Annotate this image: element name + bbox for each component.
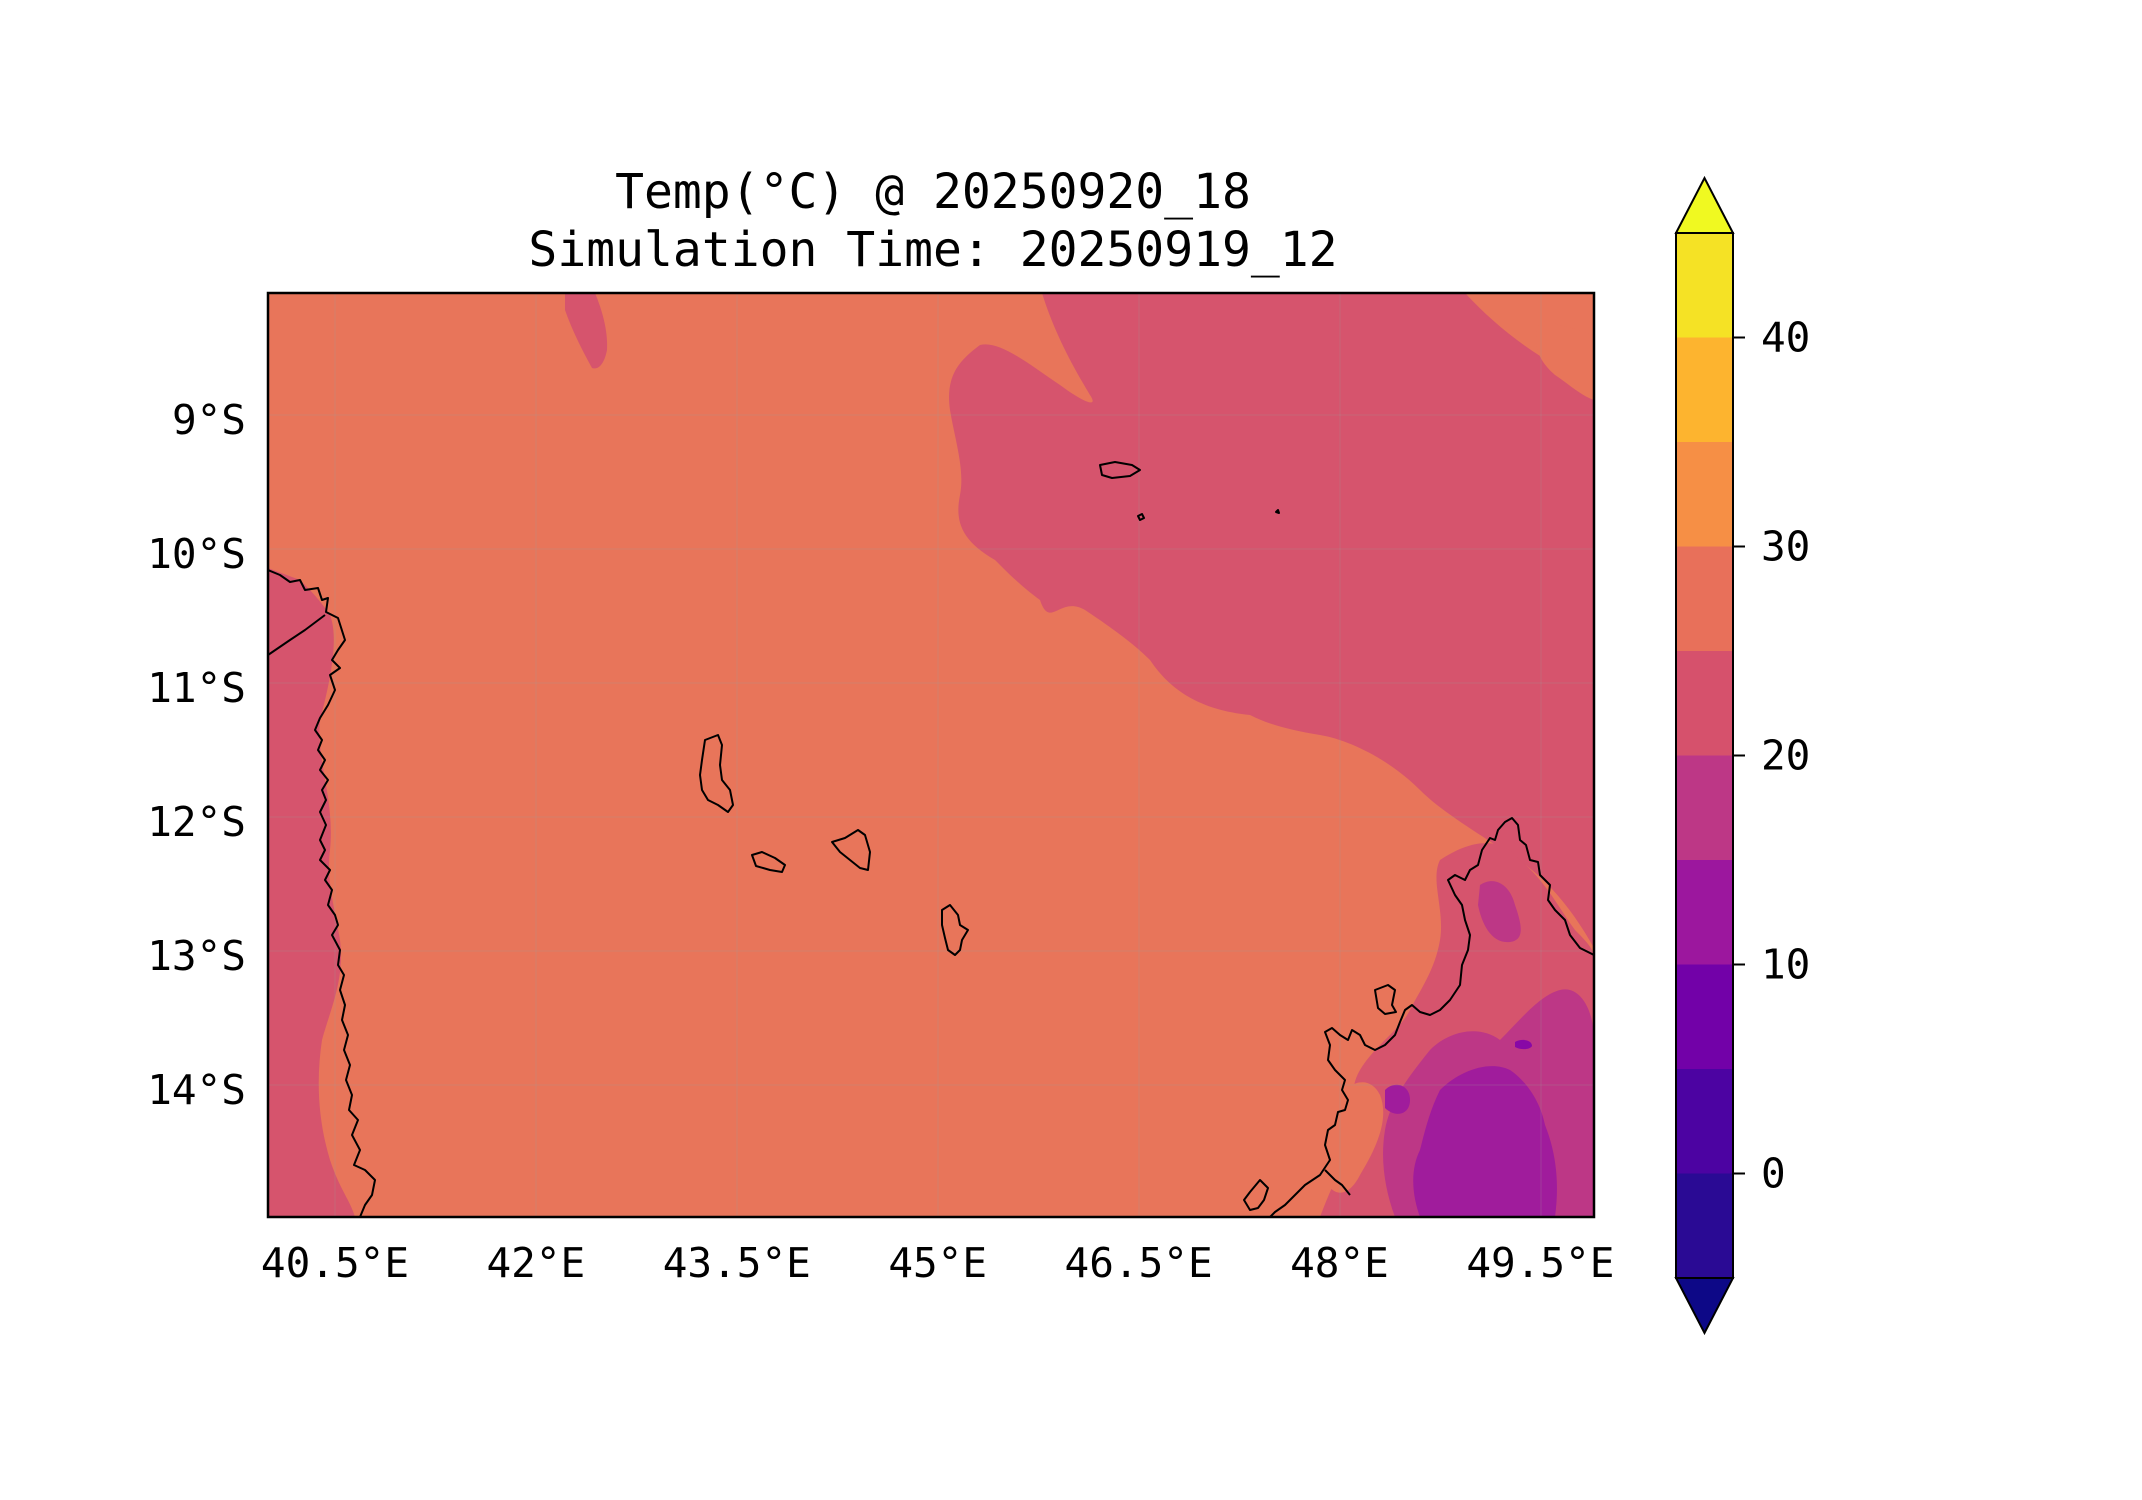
- lat-tick-label: 11°S: [147, 664, 246, 712]
- colorbar-tick-label: 40: [1761, 314, 1810, 362]
- temperature-field-20-25-west: [268, 568, 355, 1217]
- lon-tick-label: 42°E: [487, 1239, 586, 1287]
- colorbar-segment: [1676, 755, 1733, 860]
- title-line-2: Simulation Time: 20250919_12: [528, 222, 1337, 278]
- temperature-field-10-15: [1413, 1066, 1557, 1217]
- coastline-anjouan: [831, 829, 871, 871]
- colorbar-segment: [1676, 337, 1733, 442]
- colorbar-segment: [1676, 233, 1733, 338]
- colorbar: 0 10 20 30 40: [1674, 175, 1810, 1336]
- lat-tick-label: 10°S: [147, 530, 246, 578]
- colorbar-segment: [1676, 1069, 1733, 1174]
- temperature-field-15-20-north-lobe: [1478, 881, 1521, 943]
- colorbar-tick-label: 30: [1761, 523, 1810, 571]
- coastline-madagascar-nw-bay: [1324, 1169, 1351, 1196]
- coastline-grande-comore: [699, 734, 734, 813]
- colorbar-segment: [1676, 546, 1733, 651]
- lat-tick-label: 9°S: [172, 396, 246, 444]
- coastline-africa: [268, 569, 376, 1217]
- colorbar-segment: [1676, 442, 1733, 547]
- coastline-madagascar: [1269, 817, 1594, 1217]
- coastline-moheli: [751, 851, 786, 873]
- lon-tick-label: 48°E: [1290, 1239, 1389, 1287]
- temperature-field-20-25-north-lobe: [565, 293, 608, 369]
- title-line-1: Temp(°C) @ 20250920_18: [615, 164, 1251, 220]
- coastline-sw-islet: [1243, 1179, 1269, 1211]
- temperature-field-25-30-madagascar-patch: [1323, 1082, 1384, 1193]
- lat-tick-label: 14°S: [147, 1066, 246, 1114]
- longitude-tick-labels: 40.5°E 42°E 43.5°E 45°E 46.5°E 48°E 49.5°E: [261, 1239, 1615, 1287]
- temperature-field-10-15-small: [1385, 1084, 1410, 1114]
- map-panel: [268, 293, 1594, 1217]
- colorbar-tick-label: 0: [1761, 1150, 1786, 1198]
- colorbar-segment: [1676, 1173, 1733, 1278]
- lon-tick-label: 45°E: [888, 1239, 987, 1287]
- temperature-field-5-10: [1515, 1039, 1532, 1050]
- lon-tick-label: 49.5°E: [1466, 1239, 1614, 1287]
- coastlines: [268, 461, 1594, 1217]
- coastline-africa-inlet: [268, 614, 326, 656]
- coastline-assumption: [1137, 513, 1145, 521]
- coastline-astove: [1275, 509, 1280, 514]
- colorbar-segment: [1676, 860, 1733, 965]
- coastline-nosy-be: [1374, 984, 1397, 1015]
- coastline-aldabra: [1099, 461, 1141, 479]
- colorbar-extend-over: [1674, 175, 1735, 234]
- colorbar-segment: [1676, 651, 1733, 756]
- colorbar-extend-under: [1674, 1277, 1735, 1336]
- temperature-field-20-25-northeast: [949, 293, 1594, 948]
- colorbar-tick-label: 20: [1761, 732, 1810, 780]
- map-frame: [266, 291, 1596, 1219]
- lat-tick-label: 12°S: [147, 798, 246, 846]
- colorbar-segment: [1676, 964, 1733, 1069]
- lat-tick-label: 13°S: [147, 932, 246, 980]
- gridlines: [268, 293, 1594, 1217]
- colorbar-tick-label: 10: [1761, 941, 1810, 989]
- temperature-field-25-30-ne-pocket: [1535, 320, 1594, 400]
- coastline-mayotte: [941, 904, 969, 956]
- lon-tick-label: 40.5°E: [261, 1239, 409, 1287]
- latitude-tick-labels: 9°S 10°S 11°S 12°S 13°S 14°S: [147, 396, 246, 1114]
- lon-tick-label: 43.5°E: [663, 1239, 811, 1287]
- lon-tick-label: 46.5°E: [1065, 1239, 1213, 1287]
